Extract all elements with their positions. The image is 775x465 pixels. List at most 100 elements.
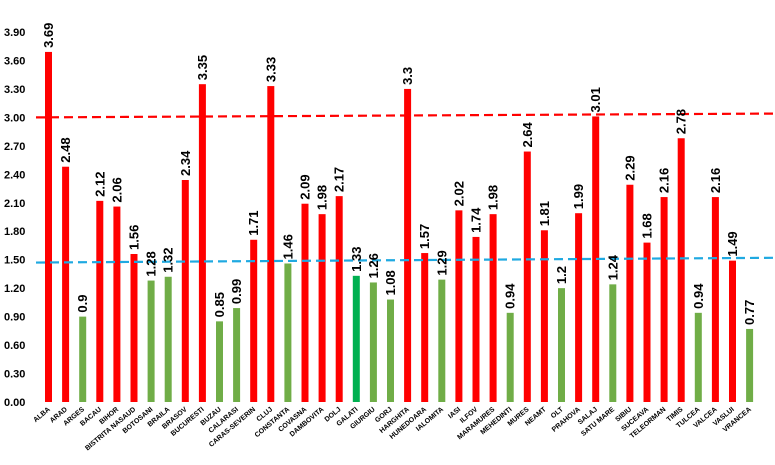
bar-braila bbox=[164, 276, 172, 402]
bar-hunedoara bbox=[421, 253, 429, 402]
y-tick-label: 1.80 bbox=[4, 226, 25, 238]
bar-gorj bbox=[387, 299, 394, 402]
value-label: 0.94 bbox=[503, 283, 518, 309]
y-tick-label: 2.70 bbox=[4, 141, 25, 153]
bar-dolj bbox=[335, 196, 343, 402]
y-tick-label: 2.10 bbox=[4, 198, 25, 210]
bar-maramures bbox=[489, 214, 497, 402]
bar-iasi bbox=[455, 210, 463, 402]
bar-tulcea bbox=[694, 312, 702, 402]
bar-bistrita-nasaud bbox=[130, 254, 138, 402]
bar-bucuresti bbox=[198, 84, 206, 402]
value-label: 3.35 bbox=[195, 55, 210, 80]
value-label: 1.57 bbox=[417, 224, 432, 249]
value-label: 1.28 bbox=[144, 251, 159, 276]
y-tick-label: 0.60 bbox=[4, 340, 25, 352]
value-labels: 3.69 2.48 0.9 2.12 2.06 1.561.28 1.32 2.34 3.35 0… bbox=[41, 23, 757, 325]
bar-constanta bbox=[284, 263, 292, 402]
bar-vrancea bbox=[746, 328, 754, 402]
value-label: 3.01 bbox=[588, 87, 603, 112]
bar-brasov bbox=[181, 180, 189, 402]
bar-botosani bbox=[147, 280, 155, 402]
lower-threshold-line bbox=[35, 256, 774, 264]
value-label: 1.68 bbox=[640, 213, 655, 238]
y-tick-label: 0.90 bbox=[4, 312, 25, 324]
y-tick-label: 2.40 bbox=[4, 169, 25, 181]
value-label: 3.3 bbox=[400, 67, 415, 85]
value-label: 2.12 bbox=[92, 172, 107, 197]
bar-vaslui bbox=[729, 260, 736, 402]
value-label: 2.78 bbox=[674, 109, 689, 134]
y-axis: 0.00 0.30 0.60 0.90 1.20 1.50 1.80 2.10 2.40 2.70… bbox=[4, 27, 25, 409]
y-tick-label: 1.20 bbox=[4, 283, 25, 295]
bar-neamt bbox=[540, 230, 548, 402]
bar-prahova bbox=[575, 213, 583, 402]
value-label: 2.48 bbox=[58, 137, 73, 162]
bars-group bbox=[45, 51, 754, 403]
value-label: 0.77 bbox=[742, 300, 757, 325]
bar-sibiu bbox=[626, 184, 634, 402]
bar-mehedinti bbox=[506, 312, 514, 402]
value-label: 1.29 bbox=[434, 250, 449, 275]
bar-arges bbox=[79, 316, 87, 402]
bar-suceava bbox=[643, 242, 651, 402]
value-label: 1.98 bbox=[486, 185, 501, 210]
category-label: ALBA bbox=[32, 406, 51, 424]
value-label: 2.02 bbox=[451, 181, 466, 206]
value-label: 2.29 bbox=[622, 155, 637, 180]
bar-salaj bbox=[592, 116, 600, 402]
value-label: 1.46 bbox=[280, 234, 295, 259]
value-label: 1.2 bbox=[554, 266, 569, 284]
value-label: 3.69 bbox=[41, 23, 56, 48]
bar-timis bbox=[677, 138, 685, 402]
value-label: 2.64 bbox=[520, 121, 535, 147]
upper-threshold-line bbox=[35, 112, 774, 119]
bar-alba bbox=[45, 51, 52, 403]
bar-covasna bbox=[301, 203, 309, 402]
value-label: 0.85 bbox=[212, 292, 227, 317]
value-label: 2.16 bbox=[657, 168, 672, 193]
value-label: 3.33 bbox=[263, 57, 278, 82]
bar-mures bbox=[523, 151, 531, 402]
value-label: 2.17 bbox=[332, 167, 347, 192]
y-tick-label: 3.90 bbox=[4, 27, 25, 39]
value-label: 2.16 bbox=[708, 168, 723, 193]
value-label: 0.9 bbox=[75, 295, 90, 313]
bar-satu-mare bbox=[609, 284, 617, 402]
bar-buzau bbox=[216, 321, 223, 402]
value-label: 1.32 bbox=[161, 247, 176, 272]
value-label: 1.56 bbox=[127, 225, 142, 250]
value-label: 1.33 bbox=[349, 247, 364, 272]
bar-caras-severin bbox=[250, 239, 258, 402]
value-label: 2.34 bbox=[178, 150, 193, 176]
bar-giurgiu bbox=[369, 282, 377, 402]
bar-cluj bbox=[267, 86, 275, 403]
y-tick-label: 3.60 bbox=[4, 55, 25, 67]
value-label: 1.24 bbox=[605, 254, 620, 280]
bar-ilfov bbox=[472, 236, 480, 402]
bar-ialomita bbox=[438, 279, 446, 402]
value-label: 2.09 bbox=[298, 174, 313, 199]
value-label: 0.94 bbox=[691, 283, 706, 309]
y-tick-label: 0.30 bbox=[4, 369, 25, 381]
bar-harghita bbox=[404, 88, 412, 402]
y-tick-label: 1.50 bbox=[4, 255, 25, 267]
y-tick-label: 3.30 bbox=[4, 84, 25, 96]
bar-galati bbox=[352, 275, 360, 402]
value-label: 0.99 bbox=[229, 279, 244, 304]
value-label: 1.26 bbox=[366, 253, 381, 278]
bar-arad bbox=[62, 166, 70, 402]
bar-teleorman bbox=[660, 197, 668, 402]
reference-lines bbox=[35, 112, 774, 264]
bar-dambovita bbox=[318, 214, 326, 402]
value-label: 1.99 bbox=[571, 184, 586, 209]
value-label: 1.08 bbox=[383, 270, 398, 295]
bar-calarasi bbox=[233, 308, 241, 402]
value-label: 2.06 bbox=[109, 177, 124, 202]
y-tick-label: 3.00 bbox=[4, 112, 25, 124]
value-label: 1.49 bbox=[725, 231, 740, 256]
bar-bihor bbox=[113, 206, 121, 402]
value-label: 1.74 bbox=[469, 207, 484, 233]
